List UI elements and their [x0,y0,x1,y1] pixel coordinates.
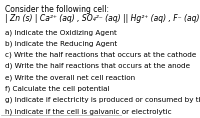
Text: f) Calculate the cell potential: f) Calculate the cell potential [5,86,110,92]
Text: b) Indicate the Reducing Agent: b) Indicate the Reducing Agent [5,40,117,47]
Text: a) Indicate the Oxidizing Agent: a) Indicate the Oxidizing Agent [5,29,117,36]
Text: d) Write the half reactions that occurs at the anode: d) Write the half reactions that occurs … [5,63,190,69]
Text: | Zn (s) | Ca²⁺ (aq) , SO₄²⁻ (aq) || Hg²⁺ (aq) , F⁻ (aq) | Pt (s) |: | Zn (s) | Ca²⁺ (aq) , SO₄²⁻ (aq) || Hg²… [5,14,200,23]
Text: Consider the following cell:: Consider the following cell: [5,5,109,14]
Text: e) Write the overall net cell reaction: e) Write the overall net cell reaction [5,74,135,81]
Text: c) Write the half reactions that occurs at the cathode: c) Write the half reactions that occurs … [5,52,196,58]
Text: h) Indicate if the cell is galvanic or electrolytic: h) Indicate if the cell is galvanic or e… [5,108,172,115]
Text: g) Indicate if electricity is produced or consumed by the cell: g) Indicate if electricity is produced o… [5,97,200,103]
